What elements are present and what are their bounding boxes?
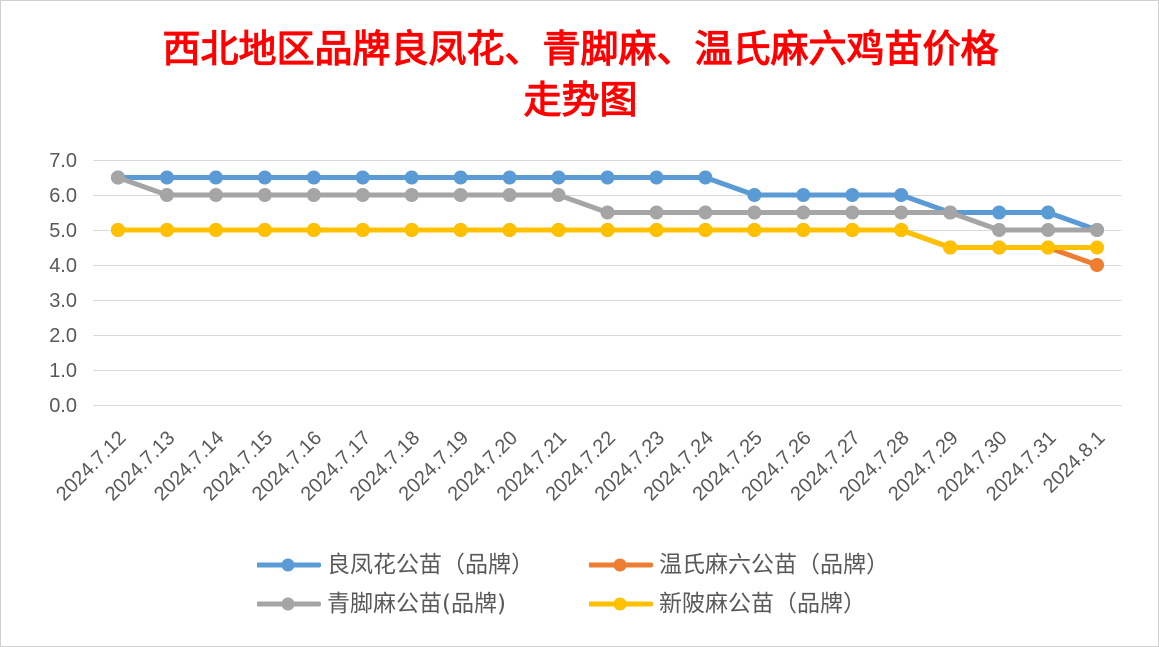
series-4-point — [208, 223, 223, 237]
series-1-point — [453, 170, 468, 185]
series-1-line — [115, 175, 1100, 233]
series-3-point — [502, 188, 517, 202]
series-1-point — [649, 170, 664, 185]
legend-symbol — [257, 597, 321, 611]
y-tick-label: 2.0 — [49, 325, 77, 347]
series-3-point — [894, 205, 909, 220]
series-4-point — [747, 223, 762, 237]
series-2-point — [1090, 258, 1104, 272]
series-3-point — [257, 188, 272, 202]
series-3-point — [453, 188, 468, 202]
series-3-point — [943, 205, 958, 220]
series-1-point — [992, 205, 1007, 220]
y-tick-label: 5.0 — [49, 220, 77, 242]
legend-label: 温氏麻六公苗（品牌） — [659, 552, 889, 578]
series-3 — [111, 170, 1104, 237]
chart-title: 西北地区品牌良凤花、青脚麻、温氏麻六鸡苗价格 走势图 — [162, 26, 999, 122]
series-4 — [111, 223, 1104, 255]
series-3-point — [111, 170, 125, 185]
series-3-point — [355, 188, 370, 202]
series-4-point — [649, 223, 664, 237]
y-axis: 0.0 1.0 2.0 3.0 4.0 5.0 6.0 7.0 — [49, 150, 77, 417]
series-4-point — [551, 223, 566, 237]
series-3-point — [306, 188, 321, 202]
series-3-point — [796, 205, 811, 220]
series-4-point — [600, 223, 615, 237]
series-4-point — [1090, 240, 1104, 255]
y-tick-label: 7.0 — [49, 150, 77, 172]
series-1-point — [698, 170, 713, 185]
legend-label: 新陂麻公苗（品牌） — [659, 591, 866, 617]
legend-item-4: 新陂麻公苗（品牌） — [589, 590, 866, 618]
legend-label: 青脚麻公苗(品牌) — [327, 591, 506, 617]
series-4-point — [845, 223, 860, 237]
legend-marker — [613, 558, 627, 572]
series-1-point — [404, 170, 419, 185]
series-1-point — [747, 188, 762, 202]
series-3-point — [208, 188, 223, 202]
series-4-point — [306, 223, 321, 237]
series-3-point — [551, 188, 566, 202]
series-3-point — [159, 188, 174, 202]
series-3-point — [600, 205, 615, 220]
series-1-point — [551, 170, 566, 185]
series-3-point — [992, 223, 1007, 237]
series-4-point — [943, 240, 958, 255]
series-4-point — [159, 223, 174, 237]
legend-item-3: 青脚麻公苗(品牌) — [257, 590, 506, 618]
series-3-point — [1090, 223, 1104, 237]
legend-symbol — [257, 558, 321, 572]
series-3-point — [649, 205, 664, 220]
series-4-point — [502, 223, 517, 237]
series-1-point — [159, 170, 174, 185]
series-1-point — [796, 188, 811, 202]
series-3-point — [698, 205, 713, 220]
x-axis: 2024.7.122024.7.132024.7.142024.7.152024… — [52, 427, 1109, 505]
series-4-point — [404, 223, 419, 237]
legend-symbol — [589, 558, 653, 572]
series-4-point — [257, 223, 272, 237]
legend-item-2: 温氏麻六公苗（品牌） — [589, 551, 889, 579]
legend-marker — [281, 558, 295, 572]
legend-label: 良凤花公苗（品牌） — [327, 552, 534, 578]
series-1-point — [257, 170, 272, 185]
series-4-point — [992, 240, 1007, 255]
series-4-point — [355, 223, 370, 237]
series-4-point — [894, 223, 909, 237]
y-tick-label: 0.0 — [49, 395, 77, 417]
series-1-point — [845, 188, 860, 202]
series-1-point — [502, 170, 517, 185]
legend-marker — [281, 597, 295, 611]
series-1-point — [306, 170, 321, 185]
series-1-point — [894, 188, 909, 202]
series-3-line — [115, 175, 1100, 233]
y-tick-label: 6.0 — [49, 185, 77, 207]
series-4-point — [1041, 240, 1056, 255]
series-3-point — [1041, 223, 1056, 237]
legend-item-1: 良凤花公苗（品牌） — [257, 551, 534, 579]
series-4-point — [698, 223, 713, 237]
series-1-point — [355, 170, 370, 185]
series-4-point — [453, 223, 468, 237]
y-tick-label: 3.0 — [49, 290, 77, 312]
legend-marker — [613, 597, 627, 611]
series-3-point — [747, 205, 762, 220]
legend-symbol — [589, 597, 653, 611]
series-1-point — [1041, 205, 1056, 220]
series-4-point — [796, 223, 811, 237]
series-1-point — [600, 170, 615, 185]
series-3-point — [845, 205, 860, 220]
series-4-point — [111, 223, 125, 237]
y-tick-label: 1.0 — [49, 360, 77, 382]
y-tick-label: 4.0 — [49, 255, 77, 277]
series-3-point — [404, 188, 419, 202]
series-1-point — [208, 170, 223, 185]
